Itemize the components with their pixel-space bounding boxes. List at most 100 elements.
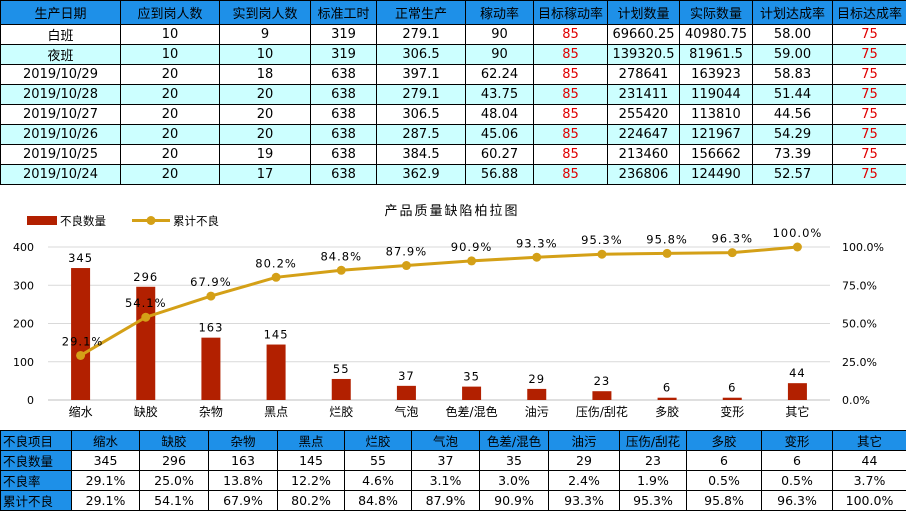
column-header-8: 实际数量 — [679, 0, 753, 25]
defect-summary-table: 不良项目 缩水 缺胶 杂物 黑点 烂胶 气泡 色差/混色 油污 压伤/刮花 多胶 变形 其它 不良数量 34… — [0, 430, 906, 511]
bar — [657, 397, 677, 400]
table-cell: 75 — [832, 84, 906, 105]
cumulative-line — [79, 245, 798, 357]
table-row: 不良率 29.1% 25.0% 13.8% 12.2% 4.6% 3.1% 3.0% 2.4% 1… — [0, 470, 906, 491]
column-header-3: 标准工时 — [310, 0, 377, 25]
cumulative-point — [792, 242, 802, 252]
table-cell: 54.29 — [752, 124, 833, 145]
column-header-10: 目标达成率 — [832, 0, 906, 25]
legend-label-line: 累计不良 — [173, 214, 219, 228]
table-cell: 55 — [344, 450, 412, 471]
chart-title: 产品质量缺陷柏拉图 — [384, 204, 519, 219]
chart-bars — [71, 268, 807, 400]
table-cell: 62.24 — [465, 64, 534, 85]
bar-data-label: 35 — [463, 370, 480, 384]
table-cell: 13.8% — [208, 470, 278, 491]
y-right-tick-label: 75.0% — [842, 279, 877, 292]
y-left-tick-label: 0 — [27, 394, 34, 407]
x-tick-label: 变形 — [720, 404, 744, 419]
table-cell: 90 — [465, 24, 534, 45]
table-cell: 75 — [832, 64, 906, 85]
column-header-6: 目标稼动率 — [533, 0, 608, 25]
column-header-7: 计划数量 — [607, 0, 680, 25]
table-cell: 4.6% — [344, 470, 412, 491]
table-cell: 397.1 — [376, 64, 466, 85]
table-cell: 其它 — [832, 430, 906, 451]
y-left-tick-label: 200 — [13, 318, 34, 331]
table-cell: 缩水 — [71, 430, 140, 451]
x-tick-label: 油污 — [525, 405, 549, 419]
table-cell: 93.3% — [548, 490, 620, 511]
bar — [201, 337, 221, 400]
table-cell: 29.1% — [71, 490, 140, 511]
row-header: 不良项目 — [0, 430, 72, 451]
cumulative-point — [76, 350, 86, 360]
table-cell: 20 — [120, 104, 220, 125]
table-cell: 75 — [832, 44, 906, 65]
table-cell: 85 — [533, 104, 608, 125]
table-cell: 气泡 — [411, 430, 480, 451]
table-cell: 213460 — [607, 144, 680, 165]
bar-data-label: 29 — [528, 372, 545, 386]
production-table: 生产日期 应到岗人数 实到岗人数 标准工时 正常生产 稼动率 目标稼动率 计划数量 实际数量 计划… — [0, 0, 906, 185]
table-cell: 夜班 — [0, 44, 121, 65]
y-right-tick-label: 50.0% — [842, 318, 877, 331]
table-cell: 69660.25 — [607, 24, 680, 45]
bar-data-label: 6 — [728, 381, 736, 395]
table-cell: 384.5 — [376, 144, 466, 165]
table-cell: 279.1 — [376, 84, 466, 105]
table-cell: 17 — [219, 164, 311, 185]
x-tick-label: 压伤/刮花 — [576, 404, 628, 419]
column-header-0: 生产日期 — [0, 0, 121, 25]
line-data-label: 95.3% — [581, 233, 623, 247]
table-cell: 73.39 — [752, 144, 833, 165]
table-row: 不良项目 缩水 缺胶 杂物 黑点 烂胶 气泡 色差/混色 油污 压伤/刮花 多胶 变形 其它 — [0, 430, 906, 451]
table-cell: 0.5% — [761, 470, 833, 491]
chart-axes: 0 100 200 300 400 0.0% 25.0% 50.0% 75.0% 100.0% 缩水… — [13, 241, 884, 419]
table-cell: 44 — [832, 450, 906, 471]
y-left-tick-label: 100 — [13, 356, 34, 369]
table-cell: 362.9 — [376, 164, 466, 185]
table-cell: 319 — [310, 24, 377, 45]
table-cell: 19 — [219, 144, 311, 165]
cumulative-point — [662, 248, 672, 258]
table-cell: 84.8% — [344, 490, 412, 511]
table-cell: 113810 — [679, 104, 753, 125]
bar-data-label: 345 — [68, 251, 93, 265]
table-row: 2019/10/29 20 18 638 397.1 62.24 85 278641 16392… — [0, 64, 906, 85]
table-cell: 80.2% — [277, 490, 345, 511]
x-tick-label: 其它 — [785, 404, 809, 419]
bar — [266, 344, 286, 400]
cumulative-point — [271, 272, 281, 282]
table-cell: 52.57 — [752, 164, 833, 185]
table-cell: 25.0% — [139, 470, 209, 491]
table-cell: 6 — [686, 450, 762, 471]
table-cell: 638 — [310, 64, 377, 85]
table-cell: 231411 — [607, 84, 680, 105]
bar — [396, 385, 416, 400]
table-cell: 20 — [120, 164, 220, 185]
table-cell: 638 — [310, 144, 377, 165]
table-cell: 20 — [219, 124, 311, 145]
y-left-tick-label: 400 — [13, 241, 34, 254]
table-cell: 20 — [219, 104, 311, 125]
table-cell: 20 — [120, 84, 220, 105]
table-cell: 75 — [832, 124, 906, 145]
table-cell: 2019/10/25 — [0, 144, 121, 165]
table-cell: 95.3% — [619, 490, 687, 511]
table-cell: 54.1% — [139, 490, 209, 511]
x-tick-label: 黑点 — [264, 405, 288, 419]
x-tick-label: 色差/混色 — [446, 405, 498, 419]
y-right-tick-label: 25.0% — [842, 356, 877, 369]
table-cell: 638 — [310, 164, 377, 185]
chart-labels: 345 296 163 145 55 37 35 29 23 6 6 44 29.1% 54.1% 67.9… — [62, 226, 822, 395]
bar-data-label: 145 — [264, 328, 289, 342]
table-row: 累计不良 29.1% 54.1% 67.9% 80.2% 84.8% 87.9% 90.9% 9… — [0, 490, 906, 511]
table-cell: 638 — [310, 124, 377, 145]
table-cell: 23 — [619, 450, 687, 471]
table-cell: 75 — [832, 24, 906, 45]
table-cell: 29 — [548, 450, 620, 471]
table-cell: 306.5 — [376, 44, 466, 65]
table-cell: 85 — [533, 44, 608, 65]
table-cell: 10 — [120, 24, 220, 45]
